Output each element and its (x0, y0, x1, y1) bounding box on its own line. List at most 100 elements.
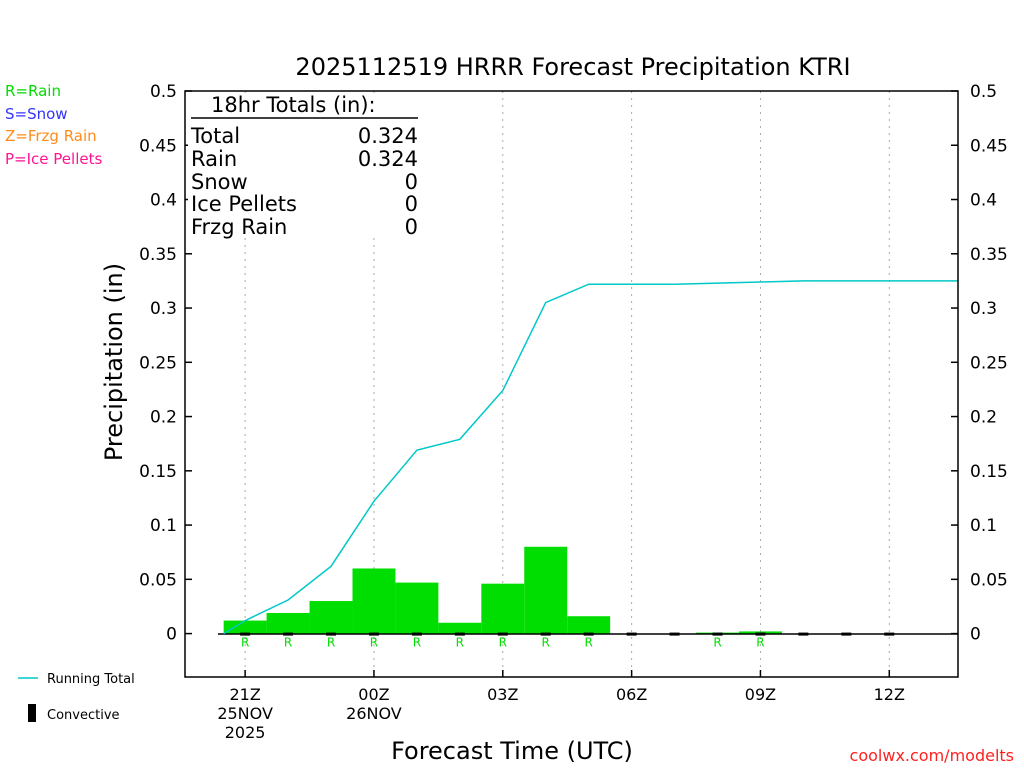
x-tick-label: 12Z (874, 685, 905, 704)
precip-type-mark: R (456, 636, 464, 650)
x-axis-label: Forecast Time (UTC) (391, 737, 633, 765)
y-tick-label-right: 0.35 (970, 245, 1008, 265)
convective-mark (497, 632, 508, 636)
precip-type-mark: R (499, 636, 507, 650)
precip-type-mark: R (327, 636, 335, 650)
convective-mark (712, 632, 723, 636)
precip-bar (223, 620, 267, 634)
convective-mark (583, 632, 594, 636)
convective-mark (368, 632, 379, 636)
plot-frame (184, 90, 959, 678)
y-tick-label-left: 0.2 (150, 408, 177, 428)
credit-link[interactable]: coolwx.com/modelts (850, 746, 1014, 765)
y-tick-label-left: 0 (166, 625, 177, 645)
convective-mark (283, 632, 294, 636)
y-tick-label-left: 0.1 (150, 516, 177, 536)
y-tick-label-left: 0.3 (150, 299, 177, 319)
precip-type-mark: R (241, 636, 249, 650)
convective-mark (755, 632, 766, 636)
y-tick-label-right: 0.3 (970, 299, 997, 319)
convective-mark (326, 632, 337, 636)
y-tick-label-left: 0.15 (139, 462, 177, 482)
y-tick-label-left: 0.4 (150, 191, 177, 211)
precip-bar (481, 583, 525, 634)
precip-bar (738, 631, 782, 634)
convective-mark (240, 632, 251, 636)
precip-bar (395, 582, 439, 634)
precip-type-mark: R (413, 636, 421, 650)
precip-bar (567, 616, 611, 634)
totals-label-frzg-rain: Frzg Rain (191, 215, 287, 239)
convective-legend-label: Convective (47, 708, 120, 723)
convective-mark (669, 632, 680, 636)
bar-layer (223, 546, 782, 634)
legend-ice-pellets: P=Ice Pellets (5, 150, 102, 168)
x-tick-label: 26NOV (346, 704, 402, 723)
legend-rain: R=Rain (5, 82, 61, 100)
y-tick-label-left: 0.35 (139, 245, 177, 265)
precip-type-mark: R (585, 636, 593, 650)
convective-mark (841, 632, 852, 636)
precip-bar (309, 601, 353, 634)
totals-box: 18hr Totals (in): Total 0.324 Rain 0.324… (188, 93, 424, 239)
totals-value-total: 0.324 (358, 124, 418, 148)
type-legend: R=Rain S=Snow Z=Frzg Rain P=Ice Pellets (5, 82, 102, 168)
totals-label-ice-pellets: Ice Pellets (191, 192, 297, 216)
precip-type-mark: R (713, 636, 721, 650)
convective-swatch (28, 704, 36, 722)
legend-frzg-rain: Z=Frzg Rain (5, 127, 97, 145)
y-tick-label-right: 0.05 (970, 570, 1008, 590)
y-tick-label-right: 0 (970, 625, 981, 645)
x-tick-label: 2025 (225, 723, 266, 742)
chart-title: 2025112519 HRRR Forecast Precipitation K… (295, 53, 850, 81)
y-axis-label: Precipitation (in) (100, 263, 128, 461)
precip-type-mark: R (542, 636, 550, 650)
y-tick-label-right: 0.5 (970, 82, 997, 102)
convective-mark (411, 632, 422, 636)
y-tick-label-right: 0.45 (970, 136, 1008, 156)
y-tick-label-left: 0.5 (150, 82, 177, 102)
y-tick-label-left: 0.45 (139, 136, 177, 156)
precip-bar (524, 546, 568, 634)
convective-mark (454, 632, 465, 636)
legend-snow: S=Snow (5, 105, 68, 123)
convective-mark (540, 632, 551, 636)
y-tick-label-right: 0.15 (970, 462, 1008, 482)
x-tick-label: 03Z (487, 685, 518, 704)
totals-box-bg (188, 93, 424, 237)
totals-value-snow: 0 (405, 170, 418, 194)
totals-label-rain: Rain (191, 147, 237, 171)
y-tick-label-left: 0.05 (139, 570, 177, 590)
x-tick-label: 25NOV (217, 704, 273, 723)
totals-value-frzg-rain: 0 (405, 215, 418, 239)
totals-header: 18hr Totals (in): (211, 93, 376, 117)
precip-bar (266, 612, 310, 634)
y-axis-right: 0 0.05 0.1 0.15 0.2 0.25 0.3 0.35 0.4 0.45 0.5 (951, 82, 1008, 645)
totals-value-ice-pellets: 0 (405, 192, 418, 216)
y-tick-label-left: 0.25 (139, 353, 177, 373)
convective-mark (798, 632, 809, 636)
x-tick-label: 21Z (229, 685, 260, 704)
y-axis-left: 0 0.05 0.1 0.15 0.2 0.25 0.3 0.35 0.4 0.45 0.5 (139, 82, 192, 645)
precip-type-mark: R (370, 636, 378, 650)
precip-type-mark: R (756, 636, 764, 650)
totals-label-total: Total (190, 124, 240, 148)
y-tick-label-right: 0.2 (970, 408, 997, 428)
y-tick-label-right: 0.25 (970, 353, 1008, 373)
totals-value-rain: 0.324 (358, 147, 418, 171)
y-tick-label-right: 0.4 (970, 191, 997, 211)
convective-mark (626, 632, 637, 636)
x-tick-label: 09Z (745, 685, 776, 704)
convective-mark (884, 632, 895, 636)
line-layer (223, 280, 958, 635)
totals-label-snow: Snow (191, 170, 248, 194)
precip-bar (352, 568, 396, 634)
running-total-legend-label: Running Total (47, 672, 135, 687)
y-tick-label-right: 0.1 (970, 516, 997, 536)
running-total-line (223, 280, 958, 635)
series-legend: Running Total Convective (18, 672, 135, 723)
x-tick-label: 06Z (616, 685, 647, 704)
